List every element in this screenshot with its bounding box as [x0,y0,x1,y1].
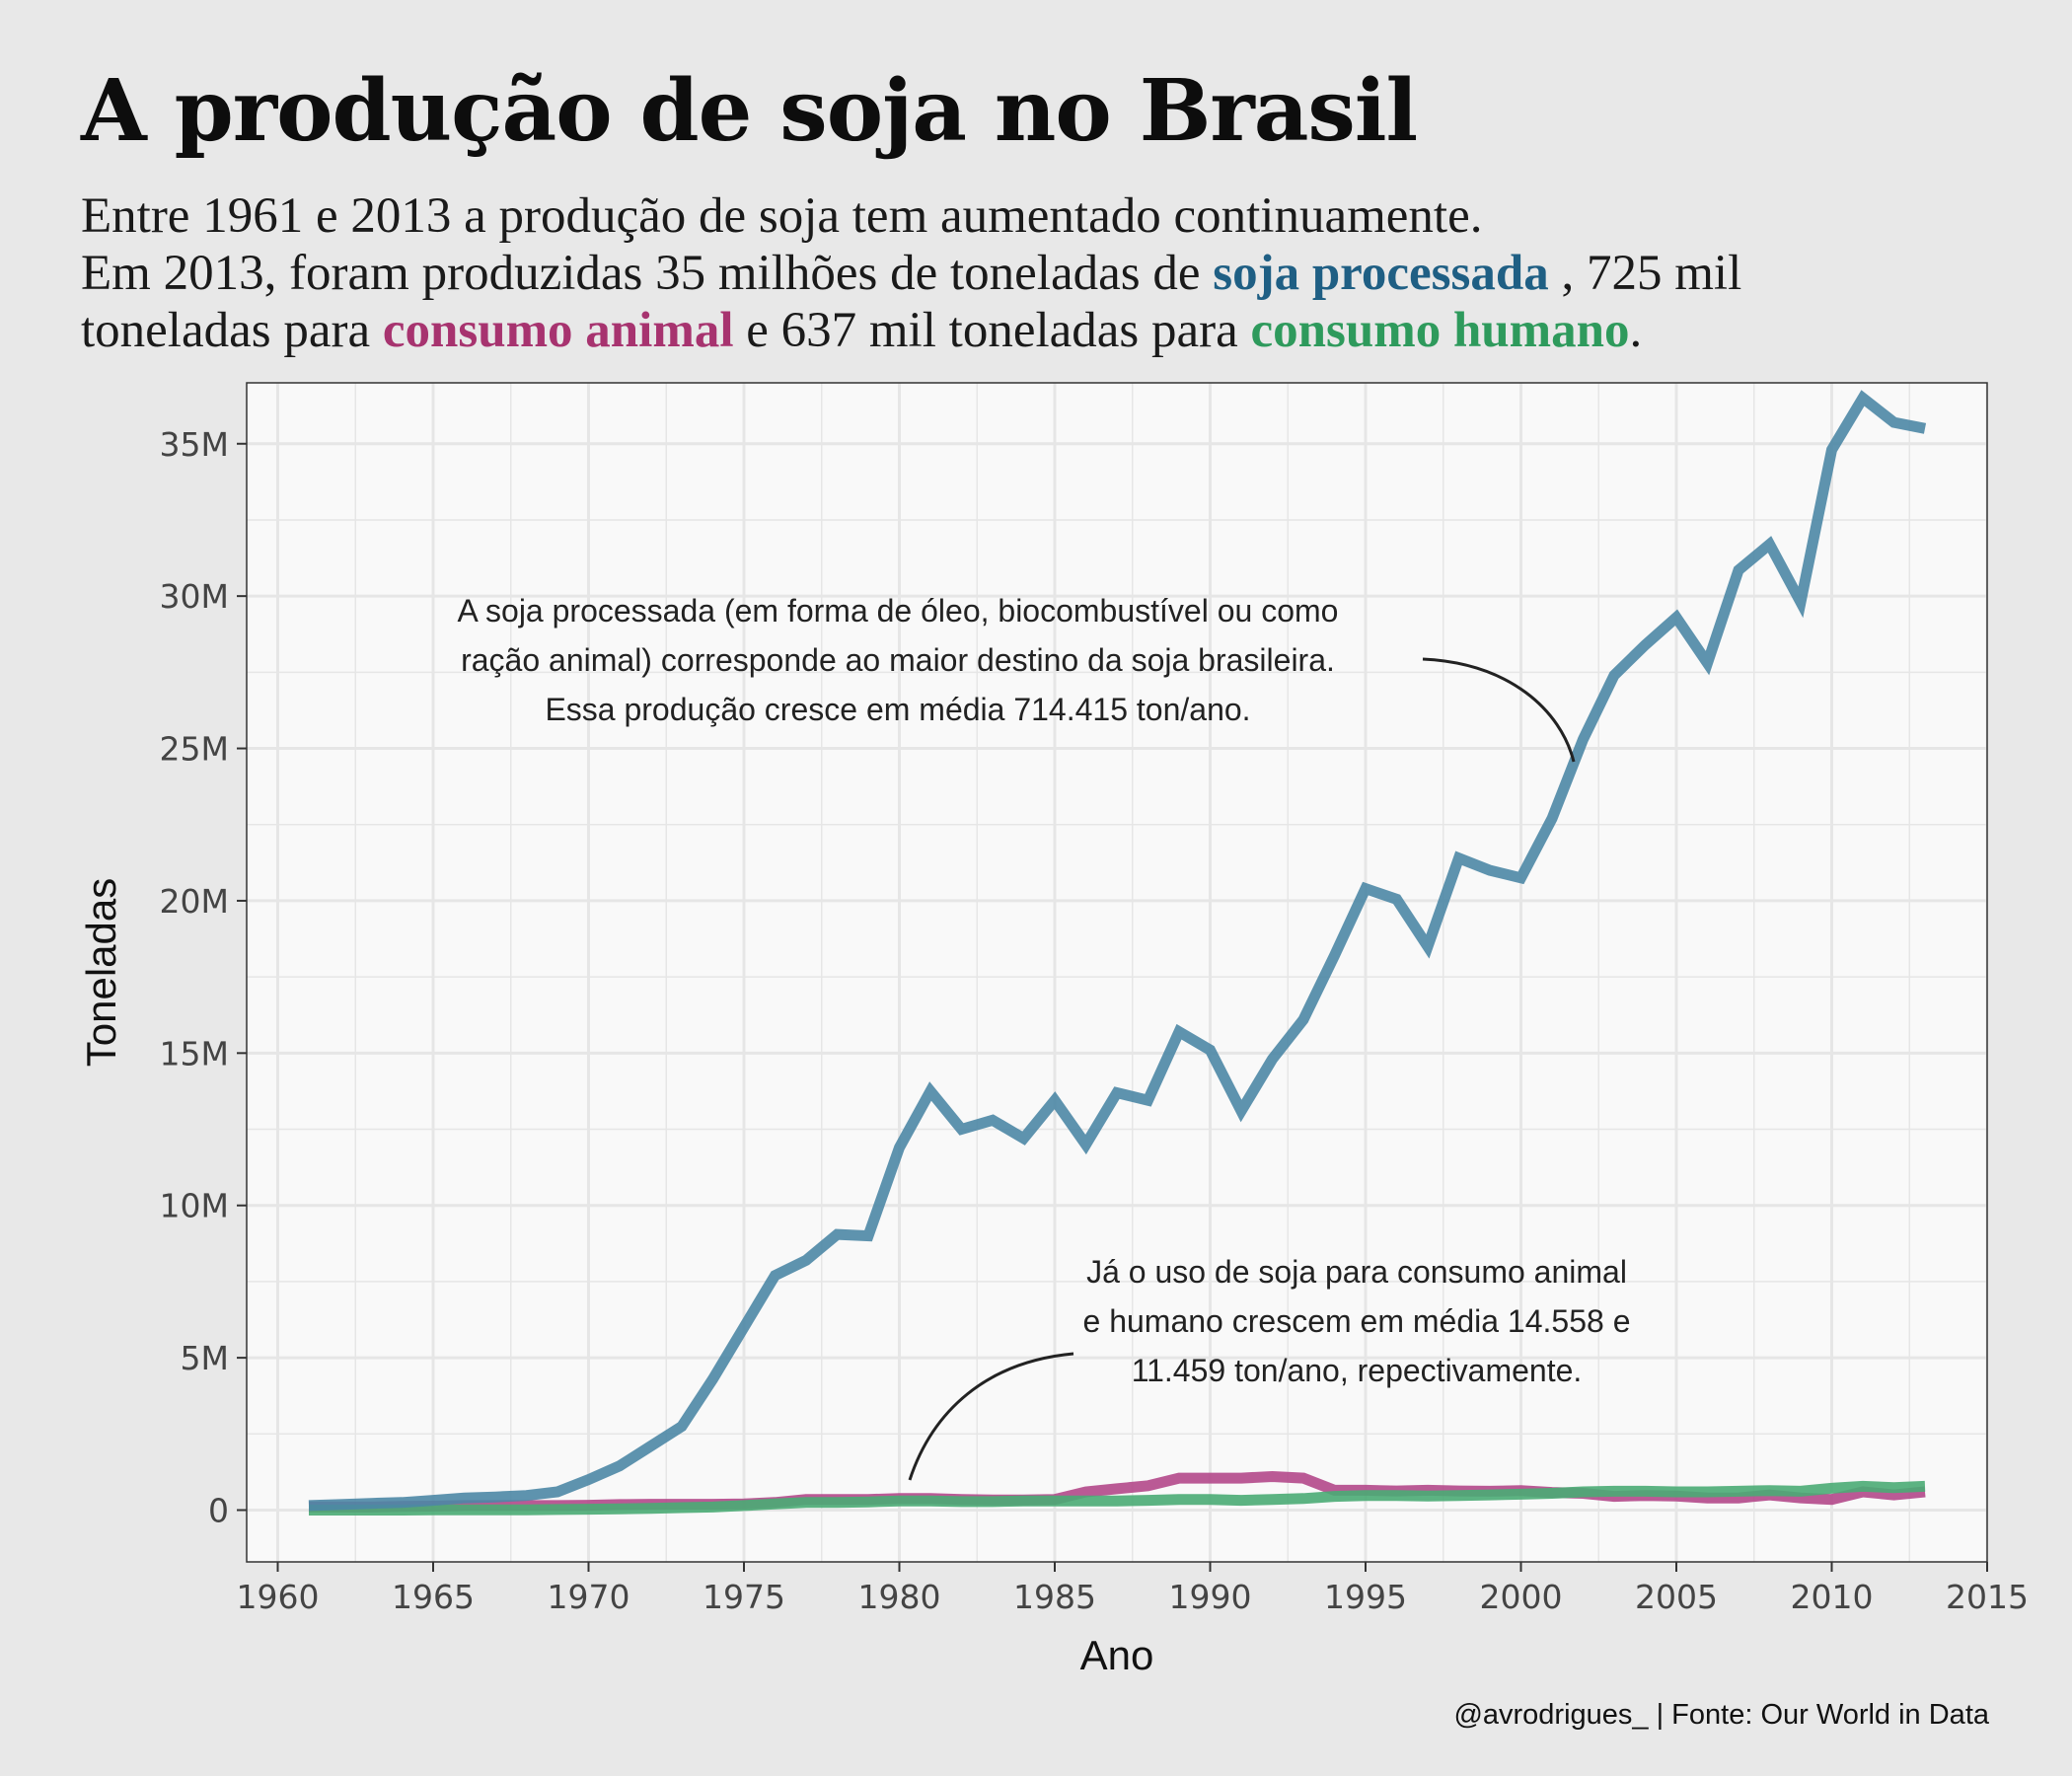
x-tick-label: 1980 [858,1578,941,1616]
subtitle-line-3-pre: toneladas para [81,303,371,358]
x-axis: 1960 1965 1970 1975 1980 1985 1990 1995 2000 2005… [237,1562,2029,1616]
annotation-animal-human-line: Já o uso de soja para consumo animal [1086,1254,1627,1290]
plot-panel [247,383,1987,1562]
y-tick-label: 15M [160,1034,229,1073]
y-tick-label: 25M [160,730,229,769]
highlight-processed: soja processada [1213,246,1549,301]
x-axis-title: Ano [1080,1632,1154,1678]
y-axis-title: Toneladas [78,878,124,1067]
x-tick-label: 1965 [392,1578,475,1616]
y-tick-label: 5M [181,1339,229,1377]
highlight-human: consumo humano [1250,303,1630,358]
annotation-animal-human-line: e humano crescem em média 14.558 e [1083,1303,1631,1339]
x-tick-label: 1990 [1169,1578,1252,1616]
series-line-human [309,1480,1926,1516]
x-tick-label: 1960 [237,1578,320,1616]
y-tick-label: 30M [160,577,229,616]
x-tick-label: 2010 [1791,1578,1874,1616]
annotation-processed-line: A soja processada (em forma de óleo, bio… [458,593,1339,629]
subtitle-line-2-pre: Em 2013, foram produzidas 35 milhões de … [81,246,1201,301]
annotation-animal-human-line: 11.459 ton/ano, repectivamente. [1132,1353,1583,1388]
x-tick-label: 2005 [1635,1578,1718,1616]
x-tick-label: 1995 [1324,1578,1407,1616]
subtitle-line-1: Entre 1961 e 2013 a produção de soja tem… [81,188,1483,244]
y-tick-label: 35M [160,425,229,464]
x-tick-label: 1975 [703,1578,785,1616]
y-tick-label: 10M [160,1187,229,1225]
gridlines [247,383,1989,1562]
annotation-animal-human-connector [908,1352,1074,1481]
y-tick-label: 0 [208,1492,229,1530]
source-caption: @avrodrigues_ | Fonte: Our World in Data [1453,1699,1989,1731]
chart-title: A produção de soja no Brasil [81,61,1418,161]
plot-border [246,382,1988,1563]
annotations: A soja processada (em forma de óleo, bio… [458,593,1631,1481]
subtitle-line-3-mid: e 637 mil toneladas para [746,303,1238,358]
x-tick-label: 2000 [1480,1578,1563,1616]
annotation-processed-line: Essa produção cresce em média 714.415 to… [545,692,1250,727]
subtitle-line-2-post: , 725 mil [1561,246,1742,301]
highlight-animal: consumo animal [382,303,734,358]
y-tick-label: 20M [160,882,229,921]
x-tick-label: 1970 [548,1578,630,1616]
x-tick-label: 1985 [1013,1578,1096,1616]
annotation-processed-connector [1422,657,1576,763]
series-line-processed [308,390,1927,1512]
series-lines [308,390,1927,1516]
chart-subtitle: Entre 1961 e 2013 a produção de soja tem… [81,187,2044,359]
subtitle-line-3-end: . [1629,303,1643,358]
annotation-processed-line: ração animal) corresponde ao maior desti… [461,642,1335,678]
y-axis: 0 5M 10M 15M 20M 25M 30M 35M [160,425,247,1530]
x-tick-label: 2015 [1946,1578,2029,1616]
